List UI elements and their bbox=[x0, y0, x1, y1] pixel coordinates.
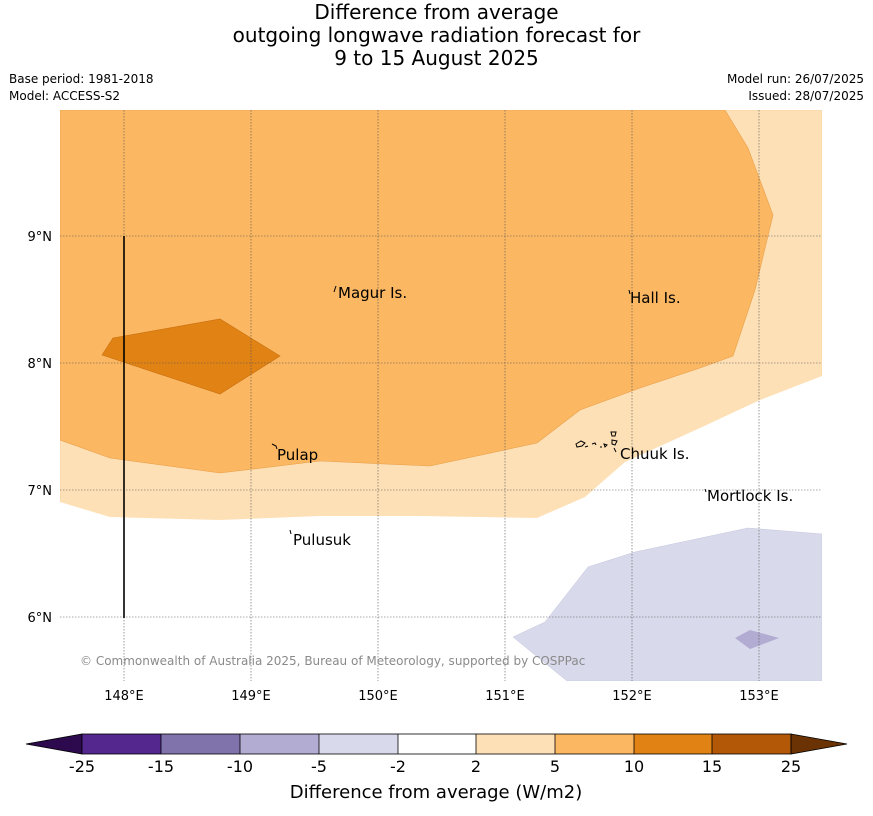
colorbar-tick: 15 bbox=[702, 757, 722, 776]
base-period: Base period: 1981-2018 bbox=[9, 72, 154, 86]
colorbar-segment bbox=[476, 734, 555, 754]
model-name: Model: ACCESS-S2 bbox=[9, 89, 121, 103]
place-label-chuuk: Chuuk Is. bbox=[620, 445, 689, 463]
pulusuk-island-shape bbox=[289, 529, 292, 535]
anomaly-neg10-neg5-region bbox=[735, 630, 779, 649]
anomaly-10-15-region bbox=[101, 318, 281, 395]
lat-labels: 9°N 8°N 7°N 6°N bbox=[28, 230, 53, 626]
colorbar-outline bbox=[81, 733, 792, 755]
colorbar-tick: -5 bbox=[311, 757, 327, 776]
colorbar-segment bbox=[555, 734, 634, 754]
title-line-3: 9 to 15 August 2025 bbox=[334, 46, 539, 70]
colorbar-segment bbox=[712, 734, 791, 754]
chuuk-lagoon-islands bbox=[575, 431, 618, 453]
mortlock-island-shape bbox=[704, 488, 707, 493]
model-run: Model run: 26/07/2025 bbox=[726, 72, 864, 86]
lat-label-8n: 8°N bbox=[28, 357, 53, 372]
place-label-mortlock: Mortlock Is. bbox=[707, 487, 793, 505]
colorbar-tick: 25 bbox=[781, 757, 801, 776]
colorbar-tick: 10 bbox=[624, 757, 644, 776]
map-area: Magur Is. Hall Is. Pulap Chuuk Is. Mortl… bbox=[60, 110, 822, 681]
title-line-2: outgoing longwave radiation forecast for bbox=[232, 23, 641, 47]
colorbar-segment bbox=[161, 734, 240, 754]
colorbar-tick: 5 bbox=[550, 757, 560, 776]
island-shapes bbox=[271, 285, 707, 535]
lon-label-149e: 149°E bbox=[231, 689, 271, 704]
colorbar-dividers bbox=[160, 734, 713, 754]
hall-island-shape bbox=[628, 289, 631, 295]
lon-label-148e: 148°E bbox=[104, 689, 144, 704]
colorbar-tick: 2 bbox=[471, 757, 481, 776]
place-label-pulusuk: Pulusuk bbox=[293, 531, 351, 549]
colorbar-segment bbox=[398, 734, 476, 754]
lat-label-7n: 7°N bbox=[28, 484, 53, 499]
copyright-notice: © Commonwealth of Australia 2025, Bureau… bbox=[80, 654, 585, 668]
magur-island-shape bbox=[333, 285, 337, 293]
lat-label-9n: 9°N bbox=[28, 230, 53, 245]
place-label-pulap: Pulap bbox=[277, 446, 318, 464]
meta-left: Base period: 1981-2018 Model: ACCESS-S2 bbox=[9, 71, 154, 105]
lon-label-151e: 151°E bbox=[485, 689, 525, 704]
lat-label-6n: 6°N bbox=[28, 611, 53, 626]
colorbar-tick: -15 bbox=[148, 757, 174, 776]
lon-label-150e: 150°E bbox=[358, 689, 398, 704]
colorbar-ticks: -25 -15 -10 -5 -2 2 5 10 15 25 bbox=[69, 757, 801, 776]
colorbar-segment bbox=[634, 734, 712, 754]
colorbar-extend-low bbox=[25, 733, 83, 755]
lon-label-153e: 153°E bbox=[739, 689, 779, 704]
title-line-1: Difference from average bbox=[314, 0, 559, 24]
colorbar: -25 -15 -10 -5 -2 2 5 10 15 25 Differenc… bbox=[25, 733, 848, 803]
lon-labels: 148°E 149°E 150°E 151°E 152°E 153°E bbox=[104, 689, 779, 704]
place-label-magur: Magur Is. bbox=[338, 284, 407, 302]
colorbar-segment bbox=[240, 734, 319, 754]
colorbar-tick: -2 bbox=[390, 757, 406, 776]
pulap-island-shape bbox=[271, 443, 278, 450]
colorbar-segment bbox=[319, 734, 398, 754]
colorbar-label: Difference from average (W/m2) bbox=[290, 782, 582, 803]
colorbar-segment bbox=[82, 734, 161, 754]
issued-date: Issued: 28/07/2025 bbox=[748, 89, 864, 103]
colorbar-tick: -25 bbox=[69, 757, 95, 776]
colorbar-tick: -10 bbox=[227, 757, 253, 776]
meta-right: Model run: 26/07/2025 Issued: 28/07/2025 bbox=[727, 71, 864, 105]
lon-label-152e: 152°E bbox=[612, 689, 652, 704]
place-label-hall: Hall Is. bbox=[630, 289, 681, 307]
colorbar-extend-high bbox=[790, 733, 848, 755]
